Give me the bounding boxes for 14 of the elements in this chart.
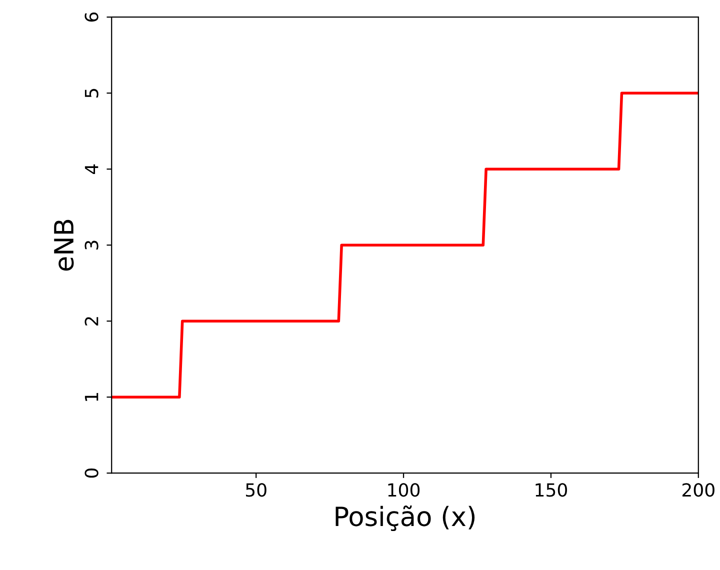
y-tick-label: 0 (84, 468, 98, 478)
x-axis-title: Posição (x) (336, 505, 475, 532)
x-tick-label: 150 (536, 483, 567, 497)
y-tick-label: 2 (84, 317, 98, 326)
x-tick-label: 50 (246, 483, 266, 497)
y-tick-label: 6 (84, 12, 98, 22)
y-tick-label: 1 (84, 393, 98, 401)
y-tick-label: 5 (84, 88, 98, 98)
y-axis-title: eNB (54, 220, 74, 271)
x-tick-label: 100 (388, 483, 420, 497)
x-tick-label: 200 (682, 483, 714, 497)
y-tick-label: 3 (84, 240, 98, 250)
line-series (112, 92, 698, 398)
y-tick-label: 4 (84, 164, 98, 174)
